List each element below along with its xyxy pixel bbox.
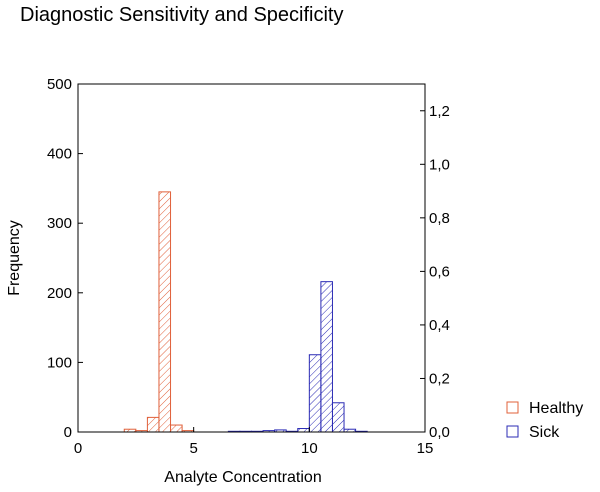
y-tick-label-4: 400: [47, 146, 72, 163]
y-axis-label: Frequency: [6, 220, 23, 296]
legend-swatch-healthy: [506, 401, 519, 414]
legend-label-healthy: Healthy: [529, 400, 583, 417]
x-tick-label-3: 15: [417, 440, 434, 457]
y2-tick-label-0: 0,0: [429, 424, 450, 441]
y2-tick-label-6: 1,2: [429, 103, 450, 120]
y-tick-label-3: 300: [47, 215, 72, 232]
x-axis-label: Analyte Concentration: [164, 469, 321, 486]
y2-tick-label-3: 0,6: [429, 263, 450, 280]
y-tick-label-5: 500: [47, 76, 72, 93]
bar-sick-8: [320, 281, 333, 433]
bar-sick-9: [331, 402, 345, 433]
legend: Healthy Sick: [506, 400, 583, 441]
y2-tick-label-4: 0,8: [429, 210, 450, 227]
x-tick-label-0: 0: [74, 440, 82, 457]
bars-layer: [123, 191, 368, 433]
y2-tick-label-1: 0,2: [429, 370, 450, 387]
legend-swatch-sick: [506, 425, 519, 438]
y-tick-label-0: 0: [64, 424, 72, 441]
bar-sick-6: [297, 428, 310, 433]
axes-layer: 0 100 200 300 400 500 0,0 0,2 0,4 0,6 0,8 1,0 1,2 0 5 1…: [47, 76, 450, 457]
x-tick-label-1: 5: [189, 440, 197, 457]
chart-title: Diagnostic Sensitivity and Specificity: [20, 4, 344, 26]
x-tick-label-2: 10: [301, 440, 318, 457]
y2-tick-label-5: 1,0: [429, 156, 450, 173]
bar-sick-7: [308, 354, 322, 433]
bar-healthy-2: [146, 416, 160, 433]
legend-label-sick: Sick: [529, 424, 560, 441]
plot-frame: [77, 83, 426, 433]
y-tick-label-1: 100: [47, 354, 72, 371]
y2-tick-label-2: 0,4: [429, 317, 450, 334]
y-tick-label-2: 200: [47, 285, 72, 302]
bar-healthy-3: [158, 191, 172, 433]
bar-healthy-4: [170, 424, 183, 433]
